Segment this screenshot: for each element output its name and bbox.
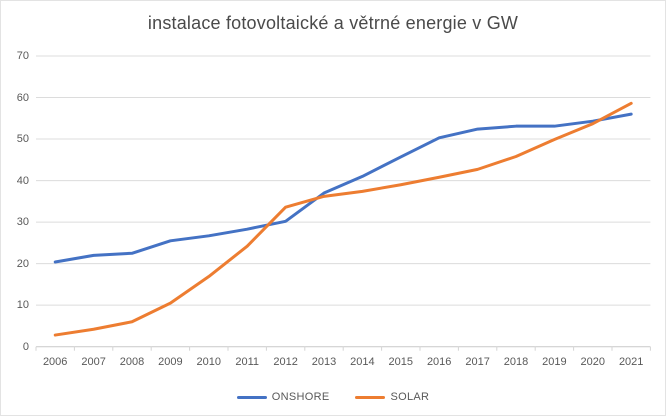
x-axis-tick-label: 2011: [235, 356, 260, 368]
x-axis-tick-label: 2009: [158, 356, 183, 368]
x-axis-tick-label: 2021: [618, 356, 644, 368]
x-axis-tick-label: 2015: [388, 356, 414, 368]
y-axis-tick-label: 0: [22, 340, 29, 353]
x-axis-line: [35, 346, 651, 351]
y-axis-tick-label: 60: [16, 91, 29, 104]
legend-label: SOLAR: [390, 391, 430, 403]
x-axis-tick-label: 2016: [426, 356, 452, 368]
x-axis-tick-label: 2018: [503, 356, 529, 368]
legend-item-solar: SOLAR: [355, 391, 429, 403]
x-axis-tick-label: 2014: [350, 356, 375, 368]
legend-line-swatch-solar: [355, 395, 386, 399]
x-axis-tick-label: 2008: [119, 356, 145, 368]
y-axis-tick-label: 10: [16, 299, 29, 312]
x-axis-tick-label: 2019: [542, 356, 567, 368]
x-axis-tick-label: 2012: [273, 356, 298, 368]
chart-legend: ONSHORE SOLAR: [1, 391, 665, 403]
y-axis-tick-label: 40: [16, 174, 29, 187]
series-line-solar: [53, 101, 633, 337]
y-axis-tick-label: 50: [16, 133, 29, 146]
series-lines: [53, 101, 633, 337]
x-axis-tick-label: 2010: [196, 356, 222, 368]
legend-item-onshore: ONSHORE: [236, 391, 330, 403]
legend-label: ONSHORE: [271, 391, 330, 403]
y-axis-tick-label: 30: [16, 216, 29, 229]
y-axis-tick-label: 20: [16, 257, 29, 270]
x-axis-tick-label: 2013: [311, 356, 337, 368]
series-line-onshore: [53, 112, 633, 264]
x-axis-tick-label: 2017: [465, 356, 490, 368]
x-axis-tick-label: 2006: [42, 356, 68, 368]
x-axis-tick-label: 2007: [81, 356, 106, 368]
legend-line-swatch-onshore: [236, 395, 267, 399]
gridlines: [36, 55, 651, 306]
x-axis-tick-label: 2020: [580, 356, 606, 368]
y-axis-tick-label: 70: [16, 50, 29, 62]
chart-title: instalace fotovoltaické a větrné energie…: [147, 13, 519, 33]
